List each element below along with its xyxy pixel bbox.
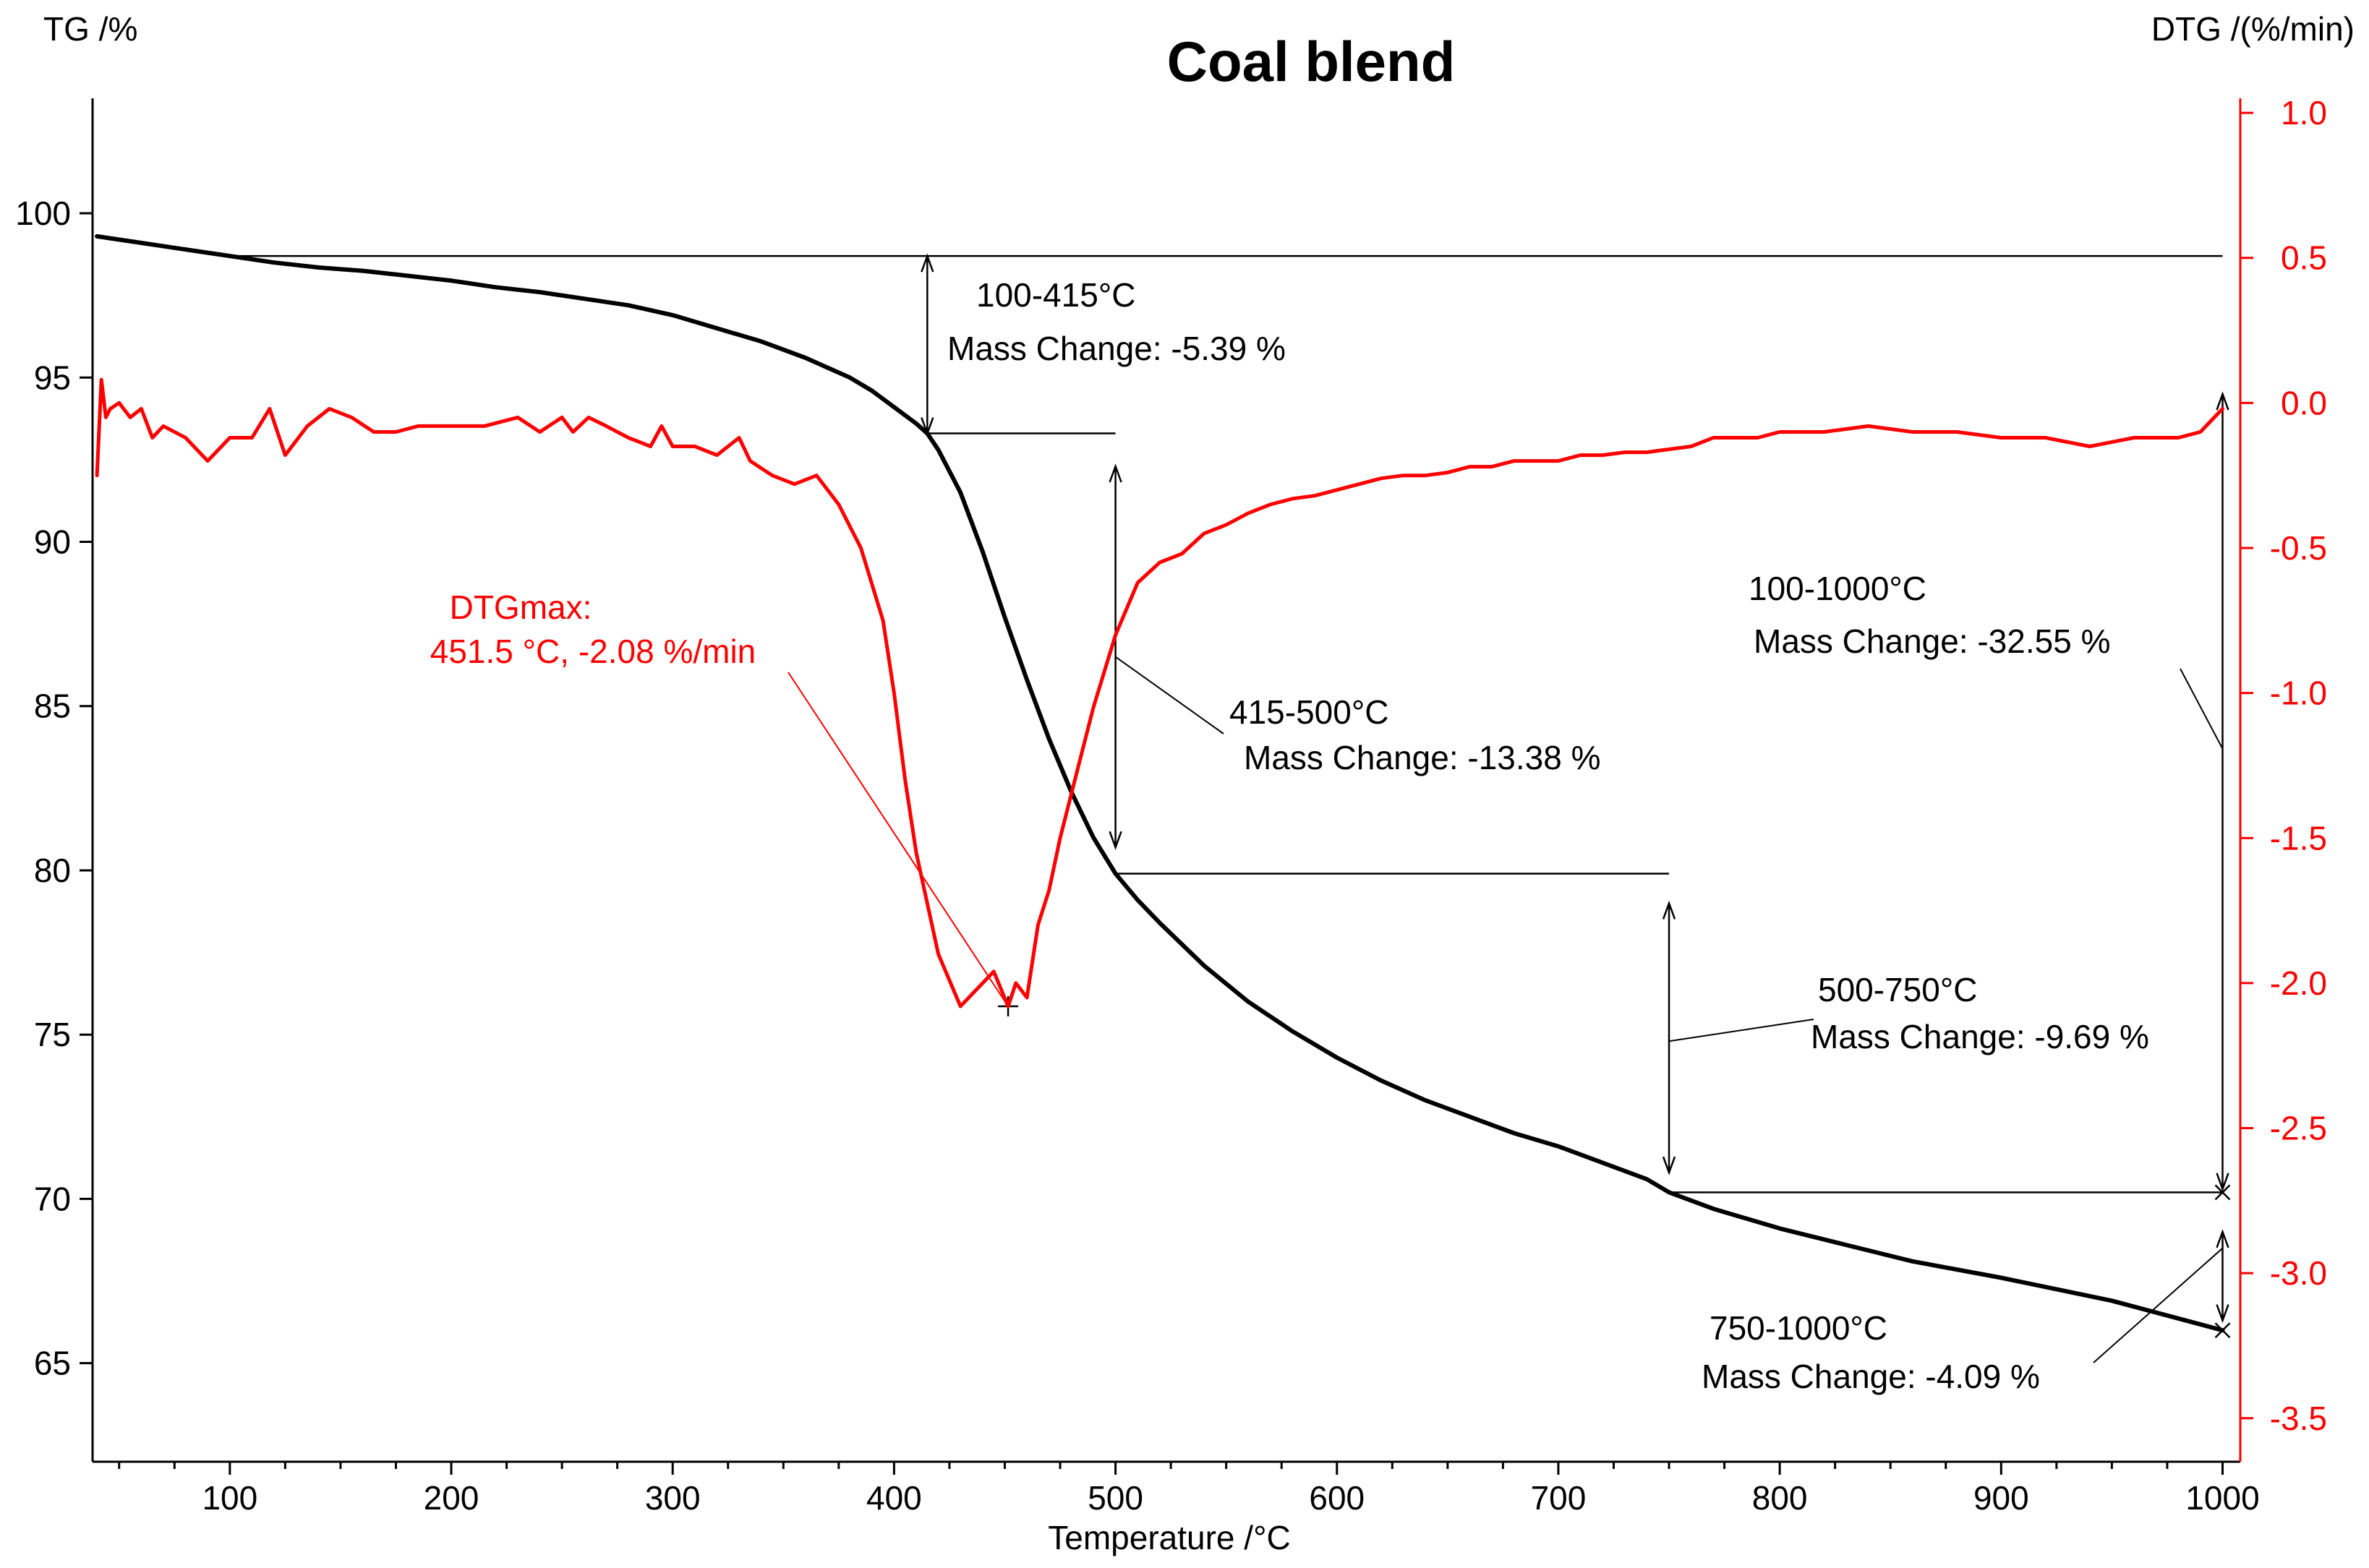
arrow-100-1000-head-up	[2216, 391, 2229, 411]
peak-label: DTGmax:	[450, 588, 592, 626]
right-tick-label: -2.0	[2270, 964, 2327, 1002]
arrow-100-415-head-up	[921, 253, 934, 273]
arrow-500-750-head-down	[1662, 1156, 1676, 1175]
leader-500-750	[1668, 1019, 1814, 1042]
x-tick-label: 300	[645, 1479, 701, 1517]
x-tick-label: 600	[1309, 1479, 1365, 1517]
right-tick-label: 0.0	[2281, 384, 2327, 421]
left-tick-label: 65	[34, 1345, 71, 1382]
annotation-4-range: 100-1000°C	[1749, 570, 1926, 607]
x-axis-label: Temperature /°C	[1048, 1519, 1290, 1556]
right-tick-label: -3.0	[2270, 1254, 2327, 1292]
left-tick-label: 80	[34, 852, 71, 889]
right-tick-label: -0.5	[2270, 529, 2327, 567]
annotation-1-label: Mass Change: -5.39 %	[947, 330, 1286, 367]
right-tick-label: -3.5	[2270, 1400, 2327, 1437]
annotation-5-range: 750-1000°C	[1709, 1309, 1887, 1347]
left-axis-ticks: 65 70 75 80 85 90 95 100	[15, 194, 93, 1382]
endpoint-marker	[2214, 1184, 2231, 1201]
right-tick-label: 1.0	[2281, 94, 2327, 132]
left-tick-label: 85	[34, 687, 71, 725]
series-group	[95, 234, 2225, 1333]
x-tick-label: 100	[202, 1479, 257, 1517]
annotation-2-range: 415-500°C	[1229, 693, 1388, 731]
x-tick-label: 1000	[2185, 1479, 2259, 1517]
peak-value: 451.5 °C, -2.08 %/min	[430, 633, 756, 670]
annotation-1-range: 100-415°C	[976, 276, 1135, 314]
arrow-750-1000-head-down	[2216, 1304, 2229, 1324]
right-tick-label: -1.5	[2270, 819, 2327, 857]
right-tick-label: 0.5	[2281, 239, 2327, 277]
x-tick-label: 800	[1752, 1479, 1808, 1517]
left-axis-label: TG /%	[43, 10, 137, 48]
x-tick-label: 200	[424, 1479, 479, 1517]
chart-title: Coal blend	[1167, 30, 1456, 93]
axes-frame	[91, 98, 2242, 1463]
annotation-3-label: Mass Change: -9.69 %	[1811, 1018, 2149, 1055]
right-axis-label: DTG /(%/min)	[2151, 10, 2355, 48]
mass-change-guides	[229, 253, 2231, 1363]
annotation-5-label: Mass Change: -4.09 %	[1702, 1358, 2040, 1395]
x-axis-ticks: 100 200 300 400 500 600 700 800 900 1000	[118, 1462, 2260, 1517]
arrow-500-750-head-up	[1662, 900, 1676, 920]
left-tick-label: 95	[34, 359, 71, 396]
arrow-415-500-head-up	[1109, 463, 1122, 483]
right-axis-ticks: -3.5 -3.0 -2.5 -2.0 -1.5 -1.0 -0.5 0.0 0.5 1.0	[2240, 94, 2327, 1437]
right-tick-label: -2.5	[2270, 1110, 2327, 1147]
x-tick-label: 500	[1088, 1479, 1143, 1517]
annotation-4-label: Mass Change: -32.55 %	[1754, 622, 2111, 660]
left-tick-label: 75	[34, 1016, 71, 1053]
leader-415-500	[1114, 656, 1224, 734]
left-tick-label: 70	[34, 1180, 71, 1217]
right-tick-label: -1.0	[2270, 674, 2327, 712]
tg-curve	[95, 234, 2225, 1333]
annotation-2-label: Mass Change: -13.38 %	[1244, 739, 1601, 776]
annotation-3-range: 500-750°C	[1818, 971, 1977, 1008]
dtg-curve	[95, 377, 2224, 1008]
leader-peak	[787, 672, 1009, 1007]
arrow-750-1000-head-up	[2216, 1229, 2229, 1248]
left-tick-label: 90	[34, 523, 71, 561]
arrow-415-500-head-down	[1109, 831, 1122, 850]
arrow-100-1000-head-down	[2216, 1173, 2229, 1192]
x-tick-label: 400	[866, 1479, 922, 1517]
leader-750-1000	[2093, 1247, 2224, 1363]
x-tick-label: 900	[1973, 1479, 2029, 1517]
x-tick-label: 700	[1531, 1479, 1587, 1517]
leader-100-1000	[2180, 668, 2224, 750]
left-tick-label: 100	[15, 194, 71, 232]
